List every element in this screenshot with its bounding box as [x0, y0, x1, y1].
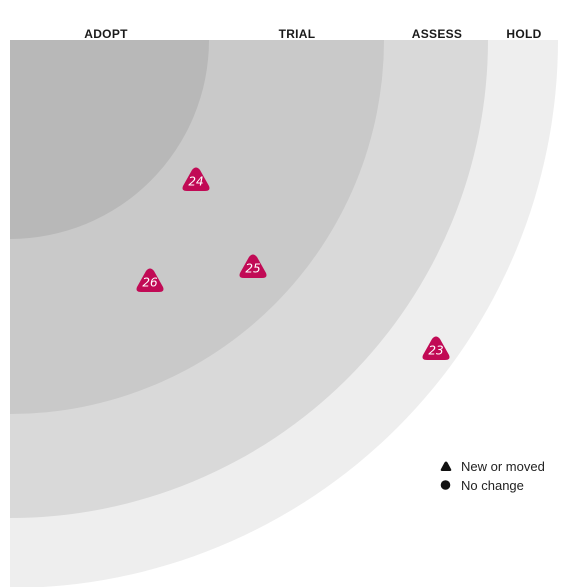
- legend-label-new-or-moved: New or moved: [461, 458, 545, 474]
- blip-24[interactable]: 24: [182, 167, 210, 192]
- blip-label: 23: [428, 344, 443, 358]
- triangle-icon: [239, 254, 267, 278]
- ring-label-assess: ASSESS: [412, 27, 463, 41]
- legend-label-no-change: No change: [461, 477, 524, 493]
- triangle-icon: [182, 167, 210, 191]
- blip-label: 25: [245, 262, 260, 276]
- ring-adopt: [10, 40, 209, 239]
- triangle-icon: [440, 457, 461, 475]
- blip-label: 26: [142, 276, 158, 290]
- ring-label-hold: HOLD: [506, 27, 541, 41]
- blip-label: 24: [188, 175, 203, 189]
- circle-icon: [440, 476, 461, 494]
- ring-label-trial: TRIAL: [279, 27, 316, 41]
- ring-label-adopt: ADOPT: [84, 27, 128, 41]
- blip-25[interactable]: 25: [239, 254, 267, 279]
- legend-item-new-or-moved: New or moved: [440, 457, 545, 475]
- legend-item-no-change: No change: [440, 476, 545, 494]
- blip-26[interactable]: 26: [136, 268, 164, 293]
- legend: New or moved No change: [440, 457, 545, 495]
- triangle-icon: [136, 268, 164, 292]
- blip-23[interactable]: 23: [422, 336, 450, 361]
- triangle-icon: [422, 336, 450, 360]
